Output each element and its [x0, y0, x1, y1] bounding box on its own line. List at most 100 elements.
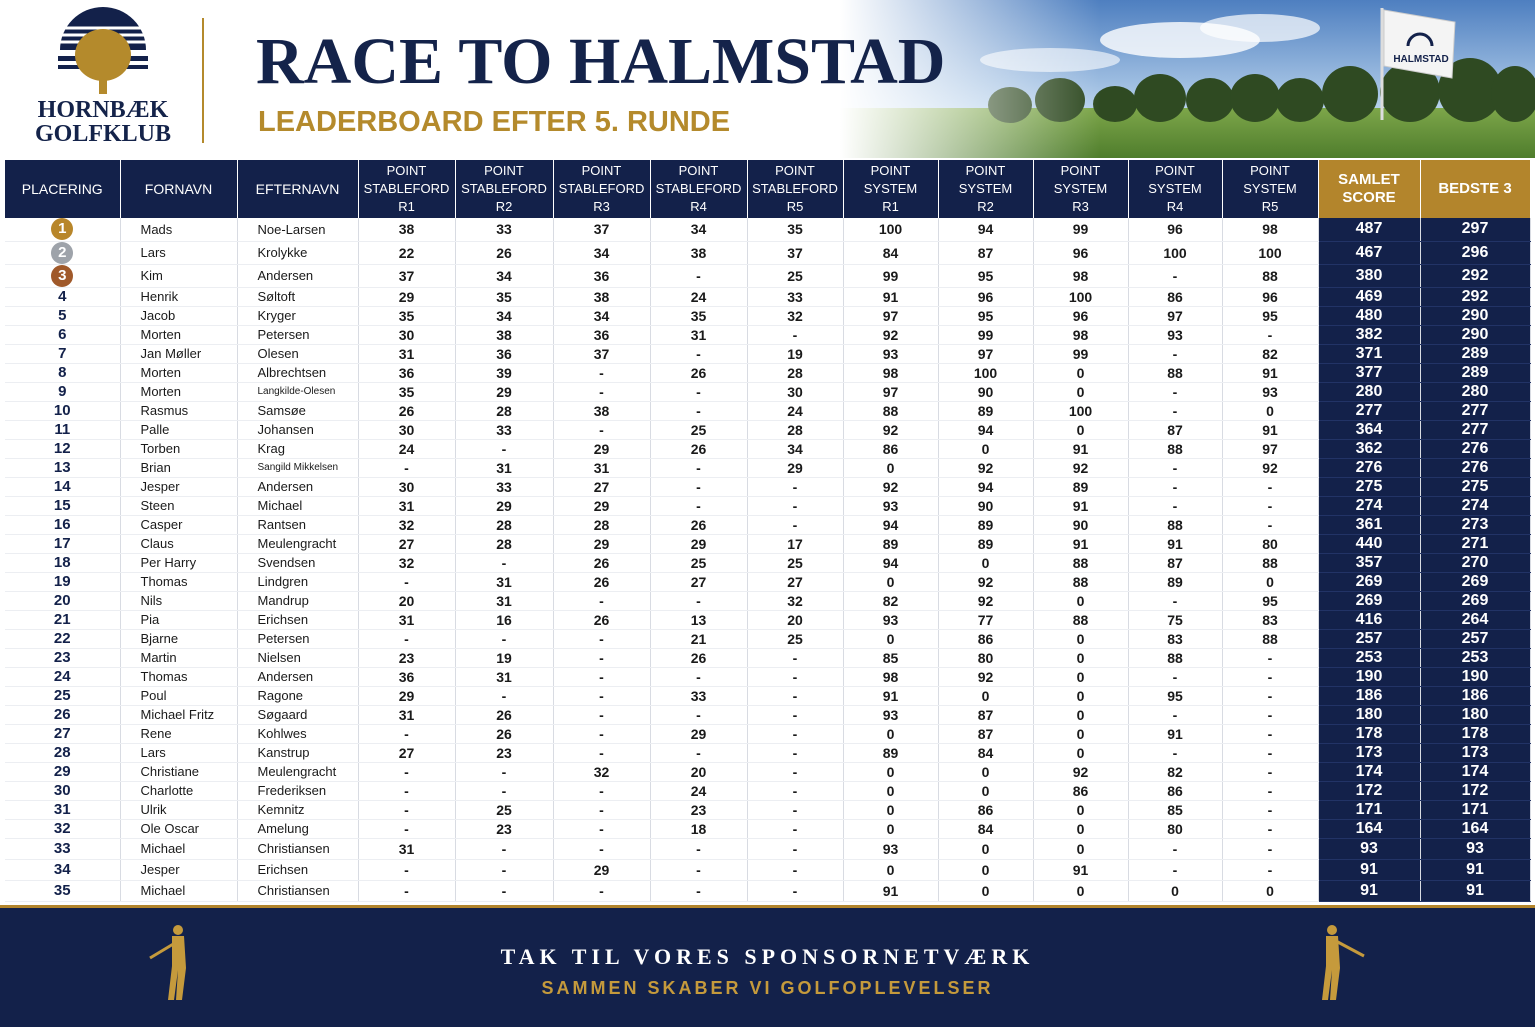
score-cell: 92	[938, 572, 1034, 592]
score-cell: 21	[650, 629, 748, 649]
score-cell: 277	[1318, 401, 1421, 421]
score-cell: -	[358, 724, 456, 744]
table-row: 11 Palle Johansen 30 33-25 28 92 94 0 87 91 364 277	[5, 420, 1531, 440]
score-cell: -	[1128, 496, 1223, 516]
score-cell: 87	[938, 705, 1034, 725]
name-cell: Thomas	[120, 572, 238, 592]
name-cell: Krag	[237, 439, 359, 459]
name-cell: Søltoft	[237, 287, 359, 307]
score-cell: -	[553, 648, 651, 668]
score-cell: 273	[1420, 515, 1531, 535]
score-cell: 96	[1033, 306, 1129, 326]
score-cell: 357	[1318, 553, 1421, 573]
score-cell: -	[553, 705, 651, 725]
score-cell: 487	[1318, 218, 1421, 242]
score-cell: 88	[1033, 572, 1129, 592]
table-row: 30 Charlotte Frederiksen - - -24-0 0 86 86-172 17…	[5, 781, 1531, 801]
score-cell: 371	[1318, 344, 1421, 364]
score-cell: 95	[938, 264, 1034, 288]
score-cell: 98	[843, 363, 939, 383]
score-cell: 171	[1318, 800, 1421, 820]
score-cell: 92	[1033, 458, 1129, 478]
score-cell: 469	[1318, 287, 1421, 307]
name-cell: Johansen	[237, 420, 359, 440]
name-cell: Petersen	[237, 325, 359, 345]
score-cell: -	[1222, 859, 1319, 881]
score-cell: -	[1222, 496, 1319, 516]
score-cell: 25	[650, 420, 748, 440]
rank-cell: 15	[5, 496, 121, 516]
score-cell: -	[455, 762, 554, 782]
score-cell: -	[650, 401, 748, 421]
score-cell: 92	[843, 477, 939, 497]
table-row: 24 Thomas Andersen 36 31- - -98 92 0- -190 190	[5, 667, 1531, 687]
score-cell: 84	[843, 241, 939, 265]
column-header: POINT SYSTEM R2	[938, 160, 1034, 218]
score-cell: 178	[1318, 724, 1421, 744]
table-row: 22 Bjarne Petersen - - -21 25 0 86 0 83 88 257 257	[5, 629, 1531, 649]
score-cell: 25	[747, 553, 844, 573]
score-cell: 37	[747, 241, 844, 265]
column-header: POINT STABLEFORD R4	[650, 160, 748, 218]
name-cell: Morten	[120, 325, 238, 345]
rank-cell: 6	[5, 325, 121, 345]
footer: TAK TIL VORES SPONSORNETVÆRK SAMMEN SKAB…	[0, 905, 1535, 1027]
name-cell: Rantsen	[237, 515, 359, 535]
name-cell: Pia	[120, 610, 238, 630]
score-cell: -	[1128, 382, 1223, 402]
rank-cell: 17	[5, 534, 121, 554]
score-cell: -	[747, 781, 844, 801]
score-cell: 87	[938, 724, 1034, 744]
score-cell: 19	[455, 648, 554, 668]
score-cell: 171	[1420, 800, 1531, 820]
score-cell: 89	[938, 534, 1034, 554]
score-cell: 27	[358, 743, 456, 763]
score-cell: 28	[553, 515, 651, 535]
table-row: 35 Michael Christiansen - - - - -91 0 0 0 0 91 91	[5, 880, 1531, 902]
score-cell: 35	[747, 218, 844, 242]
score-cell: 0	[1033, 743, 1129, 763]
score-cell: -	[747, 667, 844, 687]
score-cell: 29	[358, 287, 456, 307]
score-cell: 36	[553, 325, 651, 345]
score-cell: 34	[455, 306, 554, 326]
score-cell: -	[358, 819, 456, 839]
score-cell: 31	[455, 667, 554, 687]
score-cell: 35	[358, 306, 456, 326]
score-cell: 416	[1318, 610, 1421, 630]
column-header: POINT STABLEFORD R5	[747, 160, 844, 218]
score-cell: -	[650, 859, 748, 881]
score-cell: -	[553, 382, 651, 402]
score-cell: 190	[1318, 667, 1421, 687]
score-cell: 20	[650, 762, 748, 782]
score-cell: 27	[553, 477, 651, 497]
score-cell: -	[747, 743, 844, 763]
score-cell: 91	[1128, 534, 1223, 554]
score-cell: 39	[455, 363, 554, 383]
score-cell: 86	[1128, 287, 1223, 307]
score-cell: -	[553, 880, 651, 902]
score-cell: 100	[1033, 401, 1129, 421]
score-cell: -	[1222, 743, 1319, 763]
score-cell: 19	[747, 344, 844, 364]
score-cell: 92	[843, 420, 939, 440]
score-cell: 275	[1318, 477, 1421, 497]
name-cell: Nielsen	[237, 648, 359, 668]
score-cell: 16	[455, 610, 554, 630]
table-row: 7 Jan Møller Olesen 31 36 37-19 93 97 99-82 371 28…	[5, 344, 1531, 364]
name-cell: Kim	[120, 264, 238, 288]
score-cell: 0	[938, 439, 1034, 459]
rank-cell: 32	[5, 819, 121, 839]
rank-cell: 8	[5, 363, 121, 383]
score-cell: 91	[1033, 534, 1129, 554]
score-cell: -	[1128, 458, 1223, 478]
footer-art	[149, 925, 1365, 1000]
score-cell: -	[455, 686, 554, 706]
name-cell: Albrechtsen	[237, 363, 359, 383]
score-cell: 88	[1033, 553, 1129, 573]
score-cell: -	[650, 838, 748, 860]
score-cell: -	[747, 800, 844, 820]
score-cell: 99	[1033, 344, 1129, 364]
